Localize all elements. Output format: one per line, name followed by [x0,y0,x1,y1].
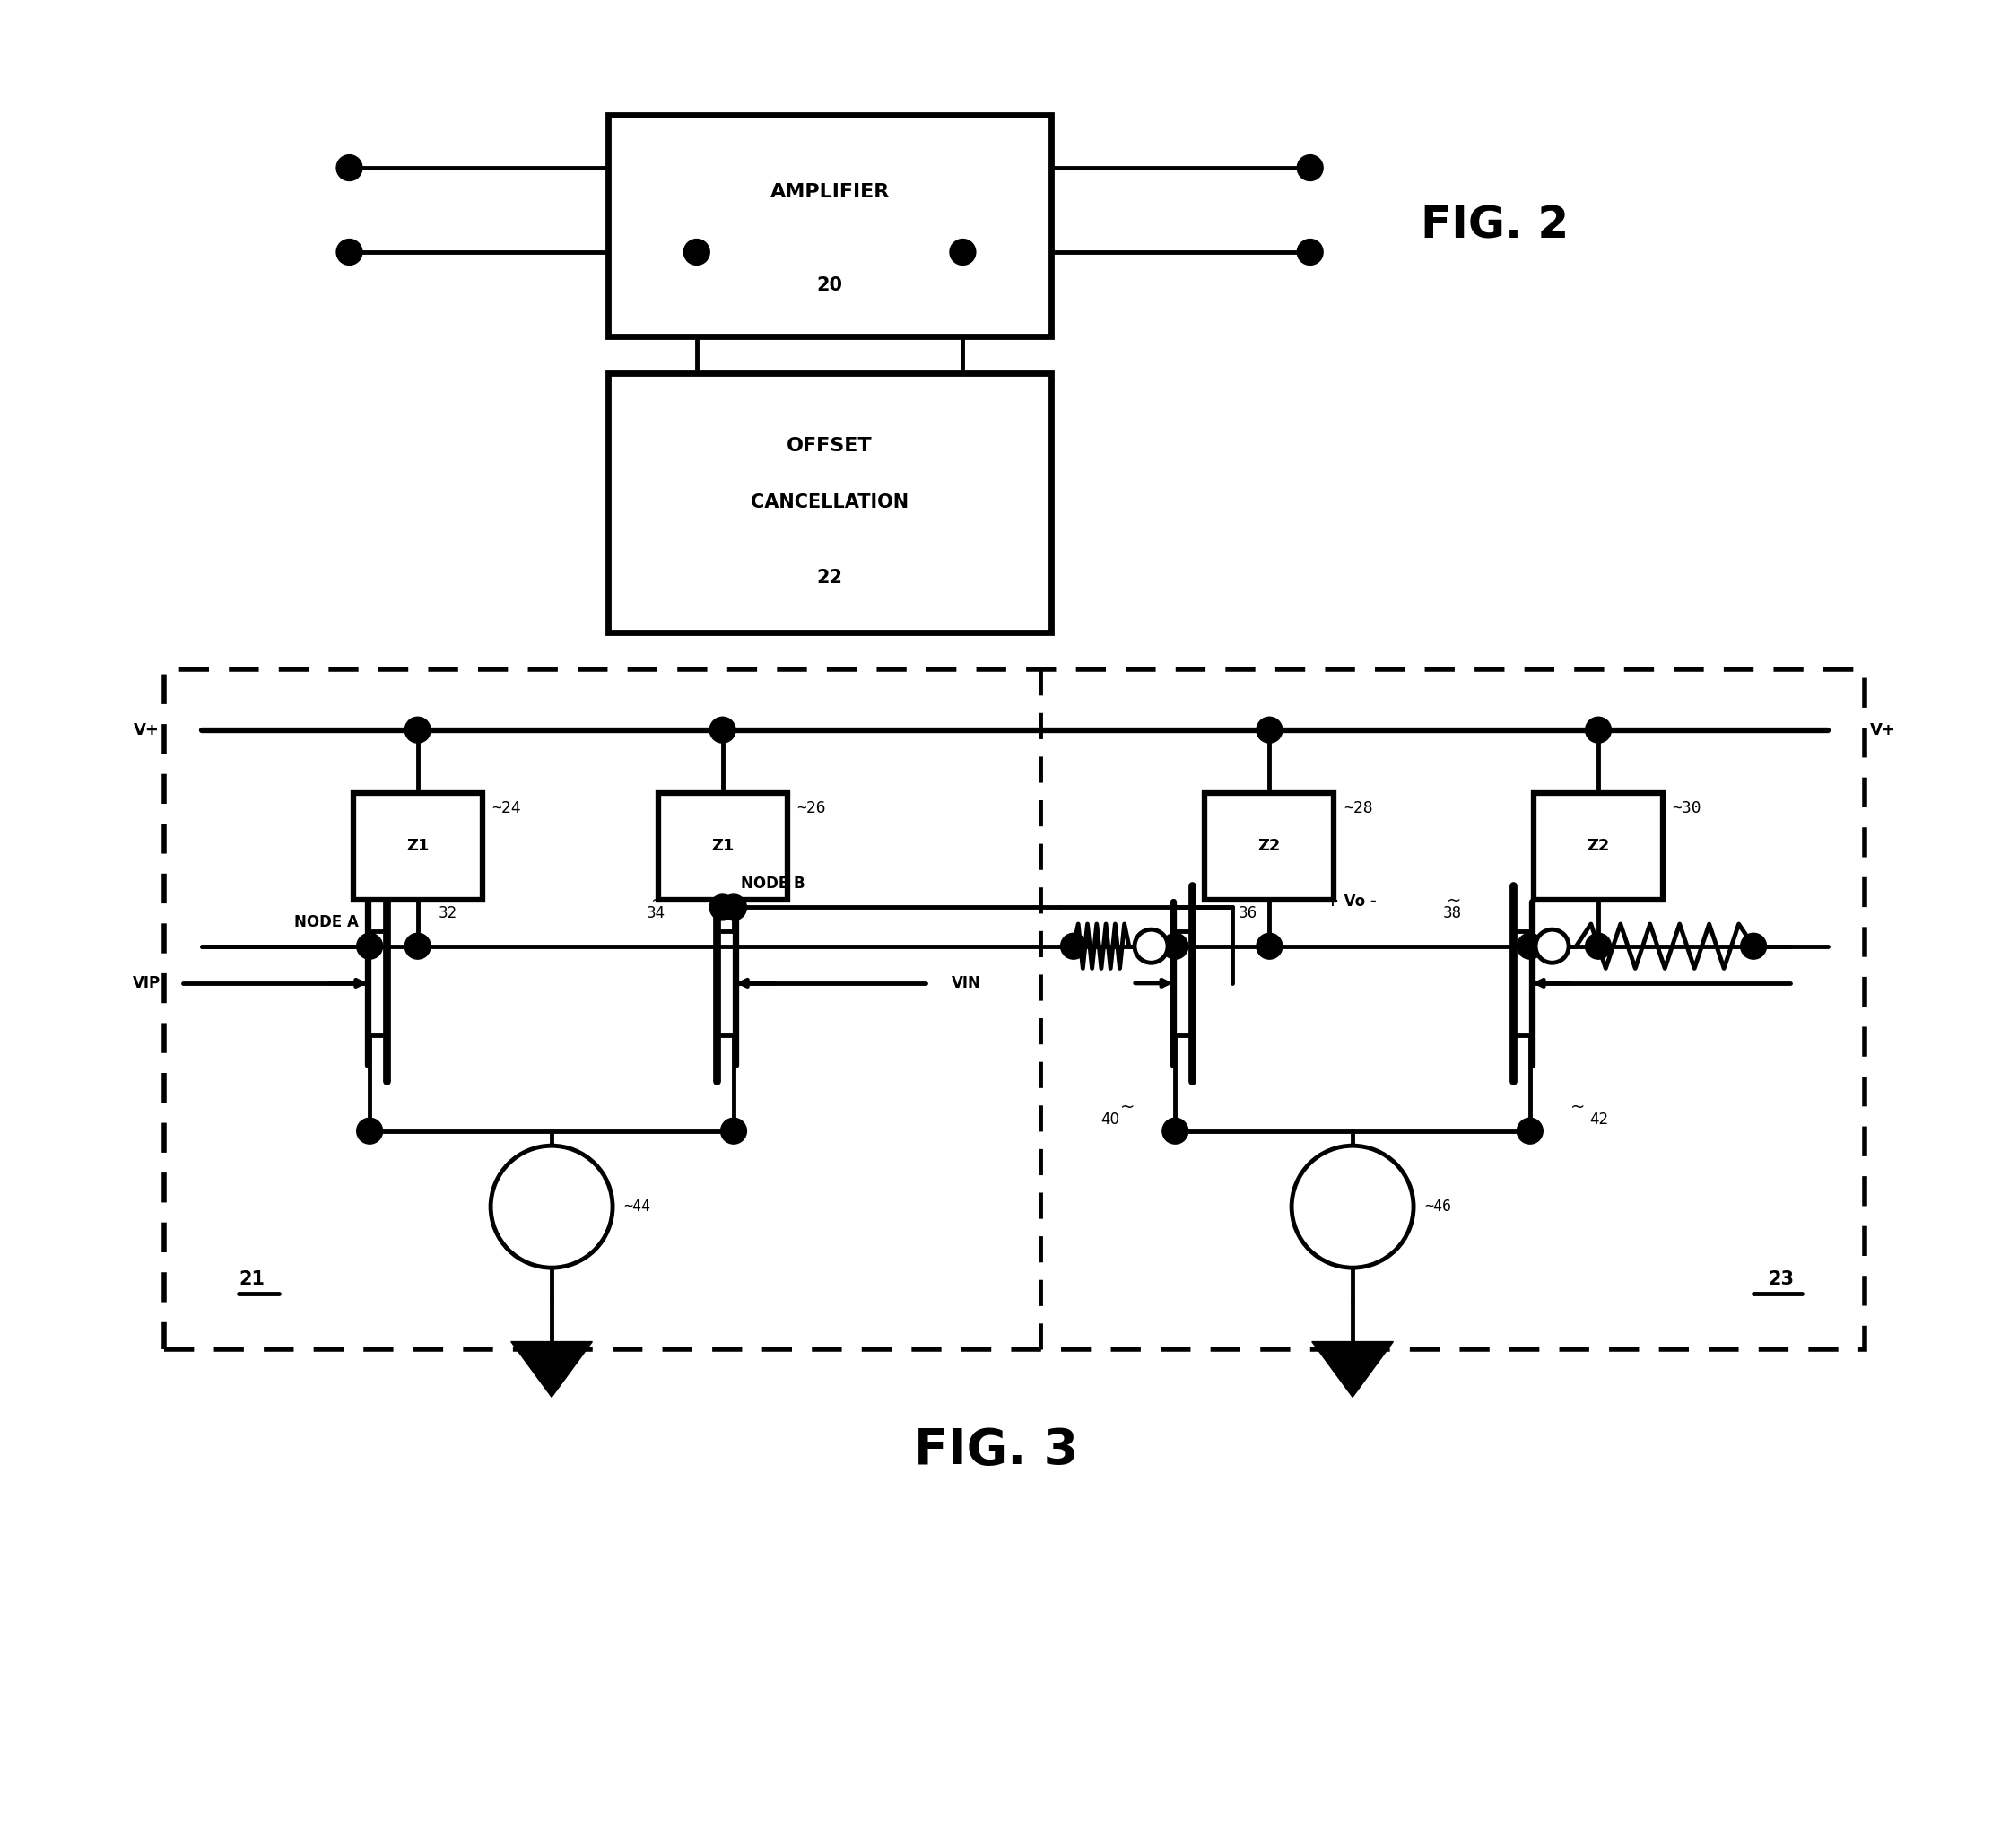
Text: ~: ~ [1120,1100,1135,1116]
Bar [657,793,787,900]
Text: 40: 40 [1102,1112,1120,1127]
Text: V+: V+ [1870,723,1896,737]
Text: NODE A: NODE A [295,915,359,930]
Text: ~28: ~28 [1343,800,1372,817]
Text: 38: 38 [1442,906,1462,920]
Text: VIN: VIN [952,976,982,991]
Circle shape [1161,933,1187,959]
Bar [353,793,482,900]
Text: ~46: ~46 [1424,1199,1452,1214]
Circle shape [1536,930,1570,963]
Circle shape [1257,933,1283,959]
Circle shape [1297,155,1323,181]
Text: Z2: Z2 [1259,839,1281,854]
Text: 42: 42 [1590,1112,1608,1127]
Circle shape [404,933,430,959]
Text: Z2: Z2 [1588,839,1610,854]
Text: Z1: Z1 [406,839,428,854]
Circle shape [1297,238,1323,264]
Text: CANCELLATION: CANCELLATION [751,493,908,512]
Text: ~: ~ [1215,893,1231,909]
Text: FIG. 2: FIG. 2 [1420,203,1570,248]
Text: NODE B: NODE B [741,876,805,891]
Circle shape [357,1118,382,1144]
Circle shape [337,238,363,264]
Circle shape [1518,1118,1544,1144]
Text: ~24: ~24 [492,800,520,817]
Text: FIG. 3: FIG. 3 [914,1427,1078,1475]
Circle shape [1586,933,1612,959]
Text: ~26: ~26 [797,800,827,817]
Polygon shape [512,1342,592,1397]
Text: ~: ~ [1446,893,1462,909]
Polygon shape [1313,1342,1392,1397]
Circle shape [1586,717,1612,743]
Text: 34: 34 [645,906,665,920]
Text: OFFSET: OFFSET [787,436,872,455]
Circle shape [950,238,976,264]
Text: 21: 21 [239,1270,265,1288]
Bar [608,373,1052,632]
Text: 22: 22 [817,569,843,586]
Text: 36: 36 [1239,906,1257,920]
Text: 32: 32 [438,906,456,920]
Text: ~30: ~30 [1671,800,1701,817]
Text: V+: V+ [133,723,159,737]
Circle shape [1060,933,1086,959]
Circle shape [1135,930,1167,963]
Text: ~44: ~44 [623,1199,651,1214]
Circle shape [709,894,735,920]
Circle shape [1291,1146,1414,1268]
Text: VIP: VIP [133,976,161,991]
Text: 23: 23 [1769,1270,1795,1288]
Text: ~: ~ [651,893,665,909]
Text: + Vo -: + Vo - [1327,894,1376,909]
Circle shape [683,238,709,264]
Text: ~: ~ [416,893,430,909]
Bar [165,669,1865,1349]
Circle shape [1161,1118,1187,1144]
Circle shape [357,933,382,959]
Text: Z1: Z1 [711,839,733,854]
Circle shape [1741,933,1767,959]
Bar [1205,793,1335,900]
Circle shape [721,1118,747,1144]
Circle shape [721,894,747,920]
Circle shape [1518,933,1544,959]
Circle shape [337,155,363,181]
Circle shape [404,717,430,743]
Text: 20: 20 [817,277,843,294]
Circle shape [490,1146,614,1268]
Bar [1534,793,1663,900]
Text: AMPLIFIER: AMPLIFIER [771,183,890,201]
Bar [608,115,1052,336]
Circle shape [709,717,735,743]
Text: ~: ~ [1570,1100,1586,1116]
Circle shape [1257,717,1283,743]
